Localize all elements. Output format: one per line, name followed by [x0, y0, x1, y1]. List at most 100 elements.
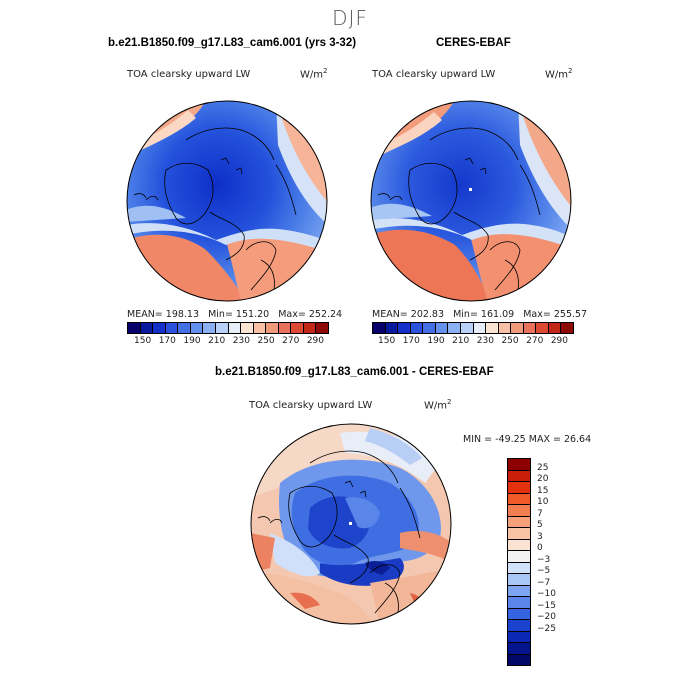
obs-polar-map [370, 100, 572, 302]
colorbar-swatch [448, 323, 461, 333]
diff-colorbar-swatch [508, 505, 530, 517]
diff-colorbar-swatch [508, 643, 530, 655]
model-colorbar [127, 322, 329, 334]
model-stats: MEAN= 198.13 Min= 151.20 Max= 252.24 [127, 309, 342, 320]
colorbar-swatch [486, 323, 499, 333]
obs-colorbar-ticks: 150 170 190 210 230 250 270 290 [378, 336, 568, 346]
colorbar-swatch [398, 323, 411, 333]
colorbar-swatch [253, 323, 267, 333]
colorbar-swatch [128, 323, 141, 333]
colorbar-swatch [561, 323, 573, 333]
diff-colorbar-ticks: 25 20 15 10 7 5 3 0 −3 −5 −7 −10 −15 −20 −25 [537, 458, 577, 658]
colorbar-swatch [511, 323, 524, 333]
colorbar-tick-label: 230 [232, 336, 250, 346]
colorbar-tick-label: 210 [452, 336, 470, 346]
colorbar-swatch [548, 323, 562, 333]
page-title: DJF [332, 6, 368, 30]
diff-colorbar-swatch [508, 562, 530, 574]
obs-mean: MEAN= 202.83 [372, 309, 445, 320]
colorbar-swatch [385, 323, 399, 333]
colorbar-swatch [498, 323, 512, 333]
diff-colorbar-swatch [508, 551, 530, 563]
colorbar-swatch [410, 323, 424, 333]
obs-max: Max= 255.57 [523, 309, 588, 320]
diff-colorbar-swatch [508, 528, 530, 540]
colorbar-swatch [140, 323, 154, 333]
diff-colorbar-tick-label: −20 [537, 612, 556, 622]
colorbar-swatch [460, 323, 474, 333]
diff-colorbar-tick-label: −15 [537, 600, 556, 611]
colorbar-swatch [203, 323, 216, 333]
diff-colorbar-swatch [508, 470, 530, 482]
colorbar-swatch [278, 323, 292, 333]
diff-units-label: W/m2 [424, 398, 452, 412]
obs-colorbar [372, 322, 574, 334]
colorbar-swatch [291, 323, 304, 333]
diff-colorbar-swatch [508, 516, 530, 528]
diff-colorbar-swatch [508, 482, 530, 494]
colorbar-tick-label: 270 [282, 336, 300, 346]
colorbar-tick-label: 170 [402, 336, 420, 346]
diff-colorbar-tick-label: −7 [537, 577, 551, 588]
diff-colorbar-swatch [508, 597, 530, 609]
colorbar-swatch [423, 323, 436, 333]
diff-colorbar-swatch [508, 654, 530, 665]
colorbar-swatch [165, 323, 179, 333]
diff-polar-map [250, 423, 452, 625]
model-units-label: W/m2 [300, 67, 328, 81]
diff-colorbar-tick-label: −5 [537, 566, 551, 576]
diff-colorbar-tick-label: −3 [537, 554, 551, 565]
colorbar-tick-label: 150 [378, 336, 396, 346]
colorbar-swatch [228, 323, 242, 333]
diff-colorbar-swatch [508, 493, 530, 505]
diff-colorbar-tick-label: −10 [537, 589, 556, 599]
colorbar-swatch [266, 323, 279, 333]
colorbar-swatch [190, 323, 204, 333]
diff-colorbar-tick-label: 7 [537, 508, 543, 519]
model-colorbar-ticks: 150 170 190 210 230 250 270 290 [134, 336, 324, 346]
colorbar-tick-label: 250 [501, 336, 519, 346]
obs-min: Min= 161.09 [453, 309, 515, 320]
diff-panel-title: b.e21.B1850.f09_g17.L83_cam6.001 - CERES… [215, 366, 494, 378]
colorbar-swatch [316, 323, 328, 333]
model-min: Min= 151.20 [208, 309, 270, 320]
colorbar-swatch [178, 323, 191, 333]
obs-variable-label: TOA clearsky upward LW [372, 69, 496, 80]
obs-units-label: W/m2 [545, 67, 573, 81]
diff-colorbar-tick-label: 10 [537, 497, 549, 507]
diff-colorbar-tick-label: 15 [537, 485, 549, 496]
colorbar-tick-label: 230 [476, 336, 494, 346]
colorbar-swatch [153, 323, 166, 333]
diff-colorbar-tick-label: 25 [537, 462, 549, 473]
diff-colorbar-swatch [508, 585, 530, 597]
colorbar-tick-label: 210 [208, 336, 226, 346]
colorbar-tick-label: 270 [526, 336, 544, 346]
model-panel-title: b.e21.B1850.f09_g17.L83_cam6.001 (yrs 3-… [108, 37, 357, 49]
diff-colorbar-tick-label: 3 [537, 531, 543, 542]
colorbar-swatch [536, 323, 549, 333]
diff-colorbar-tick-label: 0 [537, 543, 543, 553]
colorbar-swatch [435, 323, 449, 333]
colorbar-tick-label: 150 [134, 336, 152, 346]
model-mean: MEAN= 198.13 [127, 309, 200, 320]
diff-colorbar-tick-label: 20 [537, 474, 549, 484]
colorbar-swatch [473, 323, 487, 333]
model-polar-map [126, 100, 328, 302]
colorbar-swatch [373, 323, 386, 333]
colorbar-tick-label: 190 [427, 336, 445, 346]
diff-colorbar-tick-label: −25 [537, 623, 556, 634]
diff-colorbar-swatch [508, 539, 530, 551]
colorbar-swatch [303, 323, 317, 333]
colorbar-tick-label: 190 [183, 336, 201, 346]
colorbar-tick-label: 290 [306, 336, 324, 346]
diff-colorbar-swatch [508, 608, 530, 620]
diff-colorbar [507, 458, 531, 666]
diff-colorbar-swatch [508, 574, 530, 586]
diff-minmax: MIN = -49.25 MAX = 26.64 [463, 434, 592, 445]
model-max: Max= 252.24 [278, 309, 343, 320]
diff-colorbar-swatch [508, 459, 530, 471]
diff-colorbar-swatch [508, 631, 530, 643]
model-variable-label: TOA clearsky upward LW [127, 69, 251, 80]
obs-stats: MEAN= 202.83 Min= 161.09 Max= 255.57 [372, 309, 587, 320]
diff-colorbar-swatch [508, 620, 530, 632]
